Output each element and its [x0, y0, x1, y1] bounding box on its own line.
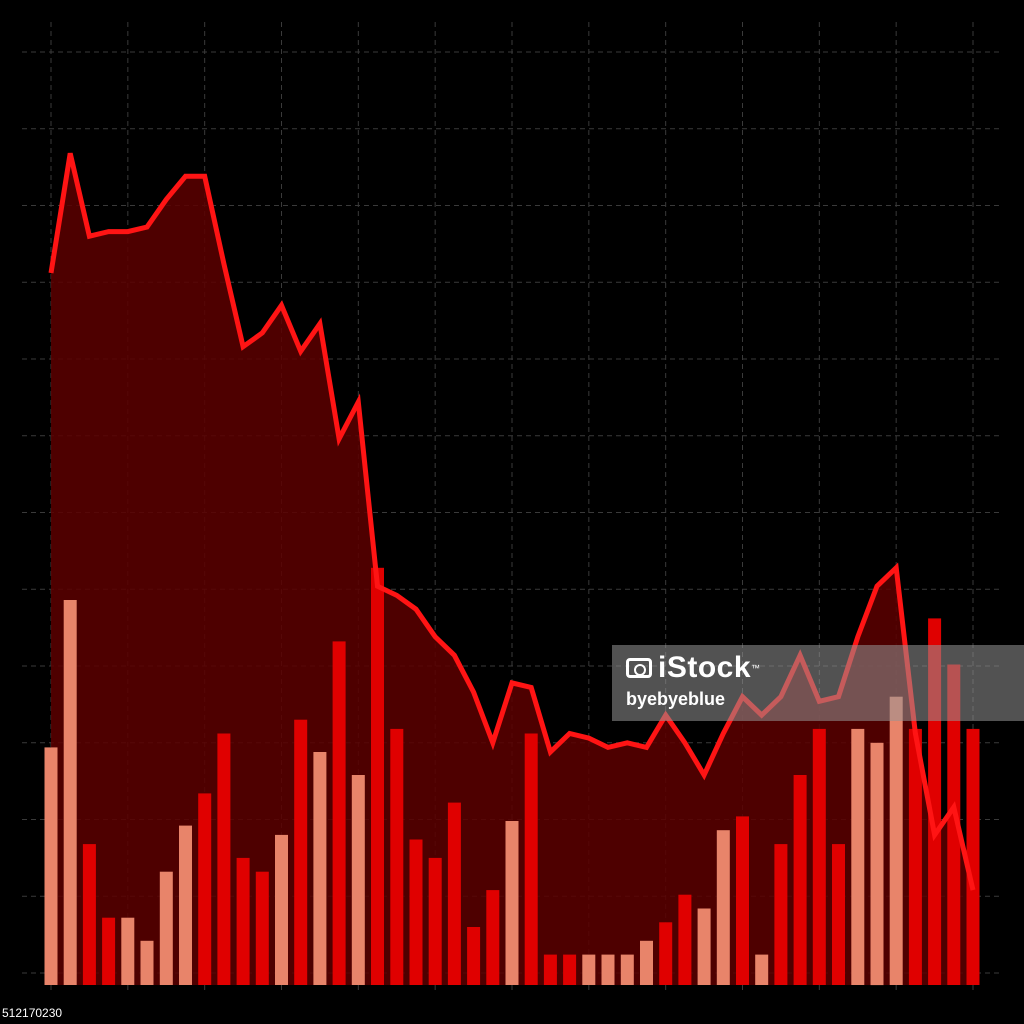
- bar: [505, 821, 519, 985]
- watermark: iStock ™ byebyeblue: [612, 645, 1024, 721]
- bar: [159, 871, 173, 985]
- bar: [63, 600, 77, 985]
- bar: [601, 954, 615, 985]
- bar: [832, 844, 845, 985]
- bar: [198, 793, 212, 985]
- bar: [447, 802, 461, 985]
- bar: [755, 954, 769, 985]
- bar: [640, 940, 653, 985]
- bar: [966, 728, 980, 985]
- bar: [793, 775, 807, 985]
- bar: [121, 917, 135, 985]
- bar: [620, 954, 634, 985]
- bar: [140, 940, 154, 985]
- bar: [179, 825, 192, 985]
- bar: [697, 908, 711, 985]
- bar: [275, 834, 288, 985]
- bar: [102, 917, 116, 985]
- bar: [217, 733, 231, 985]
- bar: [44, 747, 58, 985]
- bar: [870, 742, 884, 986]
- bar: [582, 954, 596, 985]
- bar: [736, 816, 749, 985]
- bar: [851, 728, 865, 985]
- line-area-fill: [51, 153, 973, 986]
- bar: [947, 664, 961, 985]
- bar: [524, 733, 538, 985]
- bar: [563, 954, 577, 985]
- bar: [313, 752, 327, 985]
- bar: [486, 890, 500, 985]
- bar: [255, 871, 269, 985]
- bar: [659, 922, 673, 985]
- watermark-brand: iStock: [658, 651, 752, 684]
- bar: [543, 954, 557, 985]
- camera-icon: [626, 658, 652, 678]
- watermark-credit: byebyeblue: [626, 689, 726, 709]
- bar: [889, 696, 903, 985]
- bar: [236, 857, 250, 985]
- watermark-tm: ™: [751, 663, 761, 673]
- bar: [678, 894, 692, 985]
- bar: [774, 844, 788, 985]
- bar: [908, 728, 922, 985]
- bar: [332, 641, 346, 985]
- watermark-logo: iStock ™: [626, 651, 760, 685]
- bar: [351, 775, 365, 985]
- bar-series: [44, 567, 980, 986]
- bar: [812, 728, 826, 985]
- bar: [409, 839, 423, 985]
- bar: [467, 927, 481, 985]
- bar: [371, 567, 384, 985]
- bar: [390, 728, 404, 985]
- image-id: 512170230: [2, 1006, 63, 1020]
- bar: [716, 830, 730, 985]
- bar: [294, 719, 308, 985]
- bar: [82, 844, 96, 985]
- bar: [428, 857, 442, 985]
